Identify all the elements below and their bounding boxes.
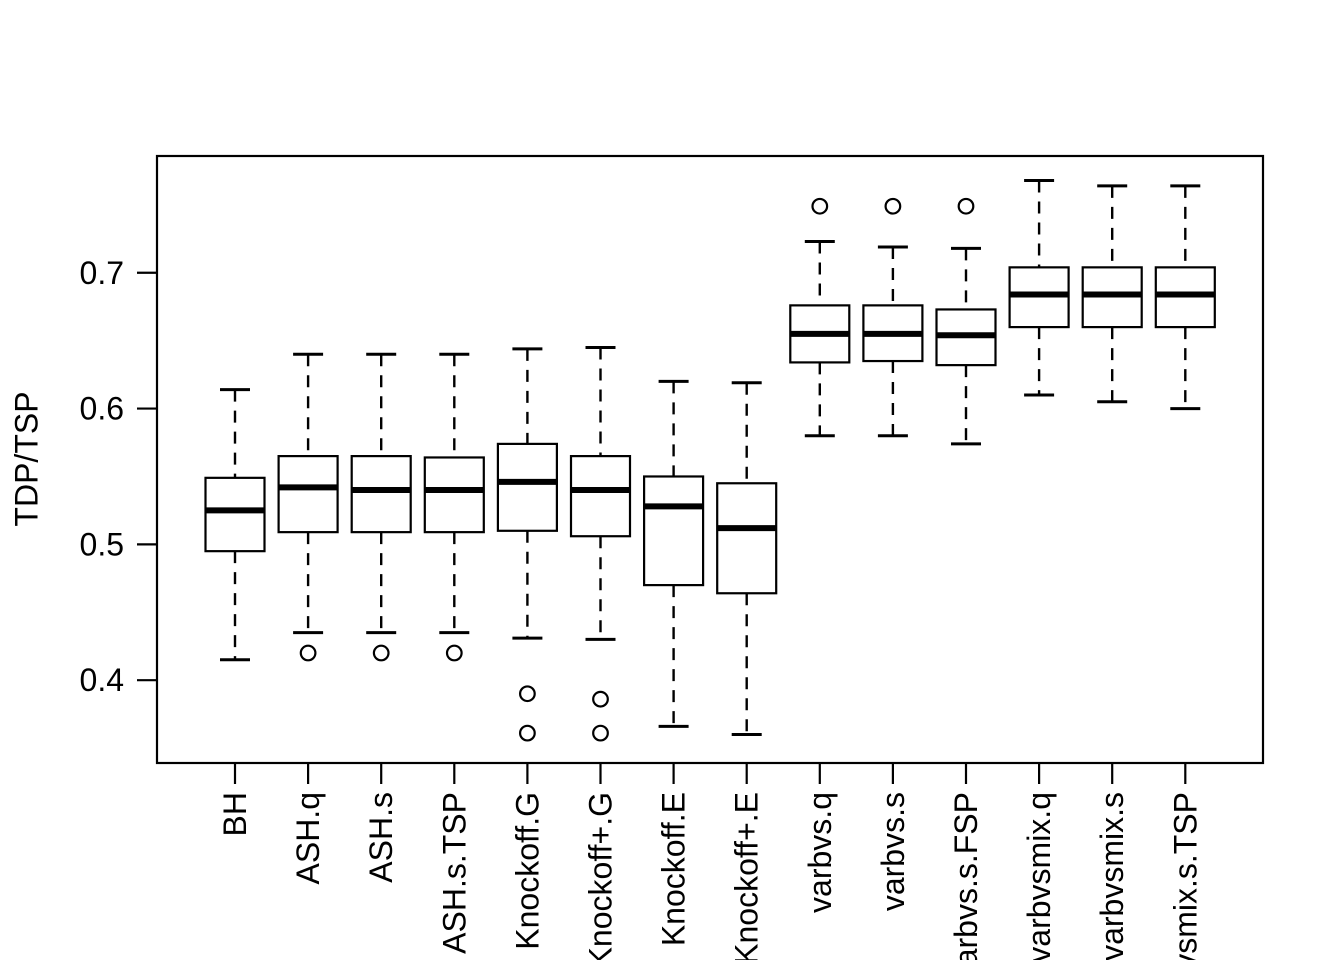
outlier-point: [884, 197, 902, 215]
iqr-box: [350, 455, 412, 534]
x-tick-label: Knockoff+.E: [729, 792, 765, 960]
outlier-point: [957, 197, 975, 215]
box-Knockoff+.E: Knockoff+.E: [716, 381, 778, 960]
box-BH: BH: [204, 388, 266, 836]
iqr-box: [204, 476, 266, 553]
box-varbvs.q: varbvs.q: [789, 197, 851, 913]
x-tick-label: varbvs.s.FSP: [948, 792, 984, 960]
x-tick-label: ASH.q: [290, 792, 326, 884]
outlier-point: [811, 197, 829, 215]
box-varbvsmix.s: varbvsmix.s: [1081, 184, 1143, 960]
y-tick-label: 0.7: [80, 255, 124, 291]
x-tick-label: varbvsmix.s.TSP: [1167, 792, 1203, 960]
x-tick-label: Knockoff.G: [509, 792, 545, 950]
y-tick-label: 0.5: [80, 526, 124, 562]
x-tick-label: varbvs.q: [802, 792, 838, 913]
x-tick-label: varbvsmix.q: [1021, 792, 1057, 960]
box-Knockoff.E: Knockoff.E: [642, 379, 705, 946]
box-Knockoff+.G: Knockoff+.G: [569, 345, 632, 960]
outlier-point: [592, 690, 609, 708]
x-tick-label: BH: [217, 792, 253, 836]
iqr-box: [716, 482, 778, 595]
box-varbvs.s.FSP: varbvs.s.FSP: [935, 197, 997, 960]
box-ASH.s: ASH.s: [350, 352, 412, 883]
y-tick-label: 0.4: [80, 662, 124, 698]
iqr-box: [642, 475, 705, 587]
outlier-point: [372, 644, 390, 662]
outlier-point: [519, 724, 536, 742]
outlier-point: [445, 644, 463, 662]
box-Knockoff.G: Knockoff.G: [496, 347, 558, 950]
x-tick-label: varbvs.s: [875, 792, 911, 911]
box-varbvsmix.s.TSP: varbvsmix.s.TSP: [1154, 184, 1216, 960]
x-tick-label: ASH.s.TSP: [436, 792, 472, 954]
outlier-point: [519, 685, 536, 703]
iqr-box: [423, 456, 485, 534]
outlier-point: [299, 644, 317, 662]
x-tick-label: ASH.s: [363, 792, 399, 883]
iqr-box: [496, 442, 558, 532]
iqr-box: [277, 455, 339, 534]
x-tick-label: Knockoff+.G: [583, 792, 619, 960]
box-ASH.s.TSP: ASH.s.TSP: [423, 352, 485, 954]
outlier-point: [592, 724, 609, 742]
plot-frame: [155, 154, 1265, 765]
y-tick-label: 0.6: [80, 391, 124, 427]
box-ASH.q: ASH.q: [277, 352, 339, 884]
x-tick-label: Knockoff.E: [656, 792, 692, 946]
box-varbvs.s: varbvs.s: [862, 197, 924, 911]
box-varbvsmix.q: varbvsmix.q: [1008, 178, 1070, 960]
x-tick-label: varbvsmix.s: [1094, 792, 1130, 960]
iqr-box: [569, 455, 632, 538]
